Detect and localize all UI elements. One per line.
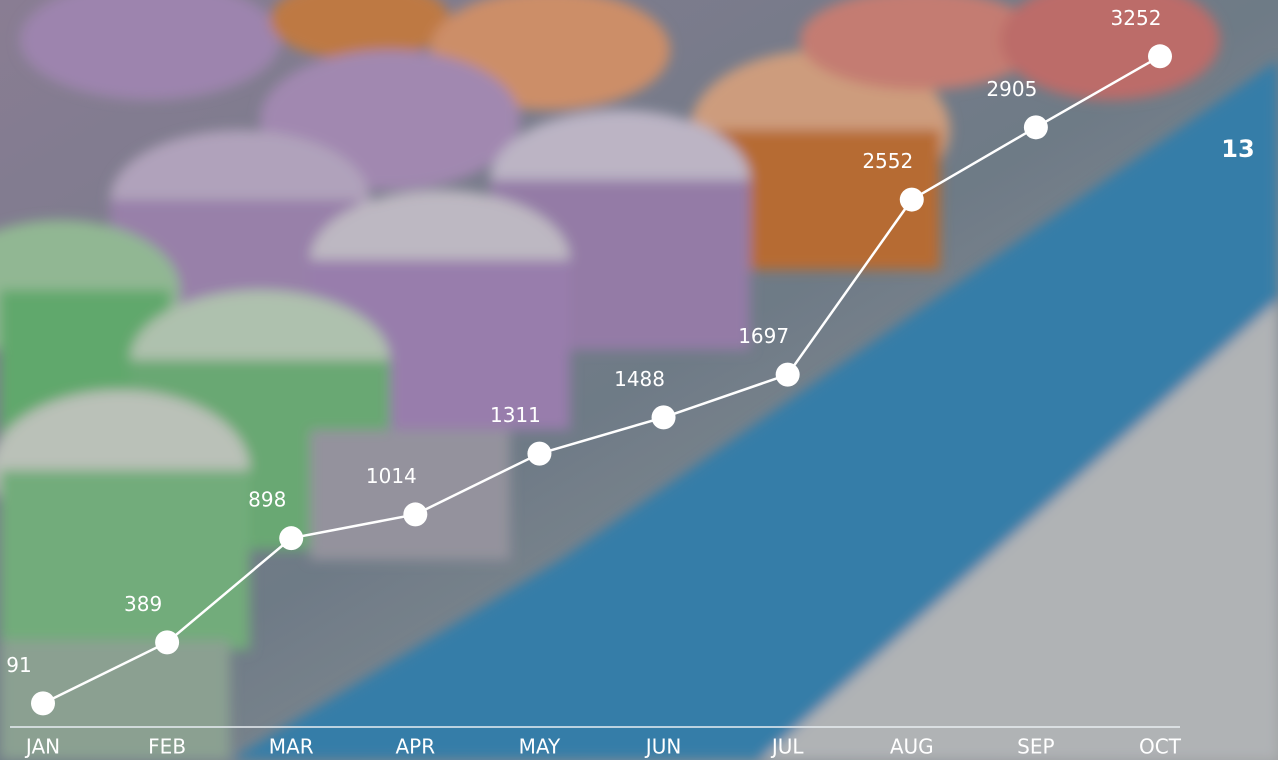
- value-label: 1488: [614, 367, 665, 391]
- x-tick-label: JUN: [644, 735, 682, 759]
- point: [651, 405, 676, 430]
- line: [42, 55, 1161, 705]
- x-tick-label: MAY: [519, 735, 561, 759]
- x-tick-label: FEB: [148, 735, 186, 759]
- x-tick-label: APR: [396, 735, 436, 759]
- value-label: 2552: [862, 149, 913, 173]
- point: [899, 187, 924, 212]
- point: [1023, 115, 1048, 140]
- point: [155, 630, 180, 655]
- value-label: 898: [248, 488, 286, 512]
- x-tick-label: JAN: [24, 735, 60, 759]
- value-label: 3252: [1111, 6, 1162, 30]
- value-label: 1697: [738, 324, 789, 348]
- value-label: 389: [124, 592, 162, 616]
- value-label: 2905: [986, 77, 1037, 101]
- value-label: 91: [6, 653, 31, 677]
- x-tick-label: OCT: [1139, 735, 1182, 759]
- x-tick-label: JUL: [770, 735, 805, 759]
- point: [31, 691, 55, 716]
- point: [775, 362, 800, 387]
- point: [279, 526, 304, 551]
- x-tick-label: AUG: [890, 735, 934, 759]
- point: [403, 502, 428, 527]
- value-label: 1311: [490, 403, 541, 427]
- x-tick-label: SEP: [1017, 735, 1054, 759]
- point: [527, 441, 552, 466]
- value-label: 1014: [366, 464, 417, 488]
- point: [1148, 44, 1172, 69]
- x-tick-label: MAR: [269, 735, 314, 759]
- annotation: 13: [1221, 135, 1254, 163]
